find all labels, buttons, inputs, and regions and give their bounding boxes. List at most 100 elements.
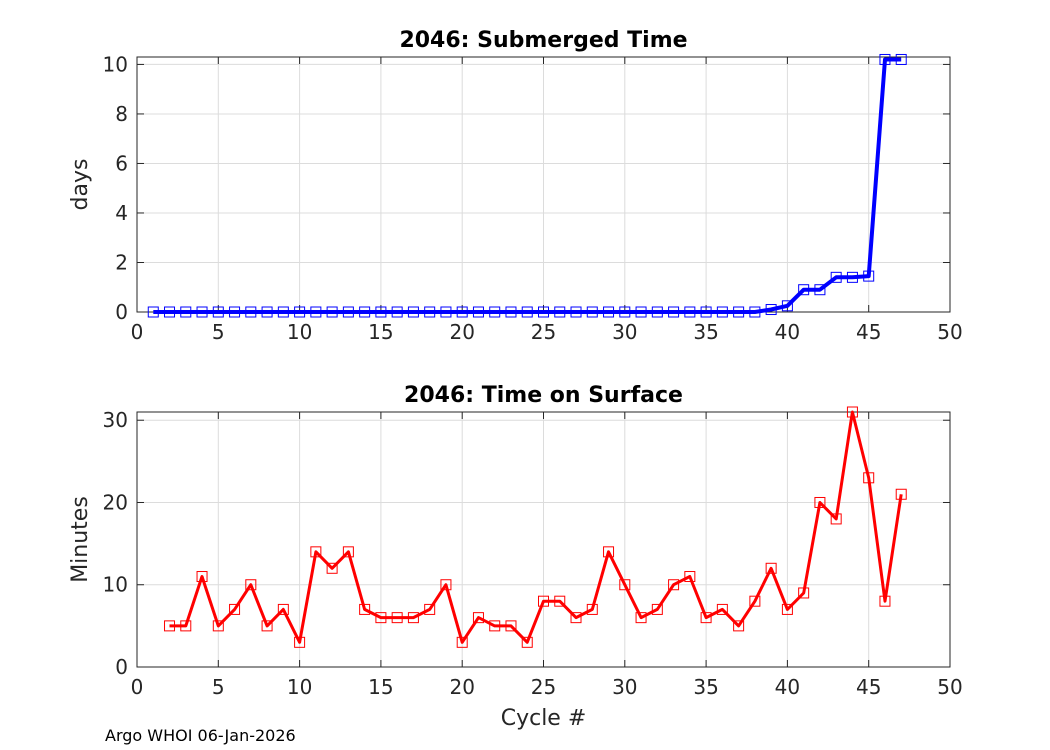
data-point-marker	[814, 284, 826, 296]
data-point-marker	[180, 620, 192, 632]
data-point-marker	[456, 636, 468, 648]
x-tick-label: 5	[212, 320, 225, 344]
x-tick-label: 30	[612, 320, 637, 344]
data-point-marker	[538, 306, 549, 318]
data-point-marker	[147, 306, 159, 318]
y-tick-label: 20	[103, 490, 128, 514]
data-point-marker	[261, 306, 273, 318]
chart-title: 2046: Time on Surface	[404, 383, 683, 408]
chart-title: 2046: Submerged Time	[399, 28, 687, 53]
y-axis-label: days	[68, 159, 93, 211]
data-point-marker	[603, 306, 615, 318]
footer-text: Argo WHOI 06-Jan-2026	[105, 726, 296, 745]
data-point-marker	[846, 271, 858, 283]
data-point-marker	[521, 636, 533, 648]
data-point-marker	[342, 546, 354, 558]
time-on-surface-plot: 0 5 10 15 20 25 30 35 40 45 50 0 10 20 30 2046: Time on…	[68, 383, 963, 731]
x-tick-label: 20	[449, 320, 474, 344]
x-tick-label: 15	[368, 675, 393, 699]
data-point-marker	[716, 306, 728, 318]
data-point-marker	[310, 306, 322, 318]
data-point-marker	[781, 300, 793, 312]
data-point-marker	[277, 603, 289, 615]
data-point-marker	[229, 306, 241, 318]
data-point-marker	[407, 612, 419, 624]
data-point-marker	[505, 620, 517, 632]
x-tick-label: 0	[131, 675, 144, 699]
x-tick-label: 25	[531, 320, 556, 344]
data-point-marker	[310, 546, 322, 558]
y-tick-label: 10	[103, 52, 128, 76]
data-point-marker	[212, 306, 224, 318]
data-point-marker	[879, 53, 891, 65]
x-tick-label: 10	[287, 675, 312, 699]
data-point-marker	[700, 612, 712, 624]
data-point-marker	[668, 579, 680, 591]
x-tick-label: 30	[612, 675, 637, 699]
data-point-marker	[863, 472, 875, 484]
y-tick-label: 0	[115, 655, 128, 679]
data-point-marker	[879, 595, 891, 607]
data-point-marker	[359, 306, 371, 318]
data-point-marker	[749, 306, 761, 318]
data-point-marker	[700, 306, 712, 318]
y-tick-label: 2	[115, 250, 128, 274]
data-point-marker	[456, 306, 468, 318]
data-point-marker	[180, 306, 192, 318]
data-point-marker	[863, 270, 875, 282]
data-point-marker	[440, 579, 452, 591]
data-point-marker	[603, 546, 615, 558]
data-point-marker	[798, 587, 810, 599]
data-point-marker	[814, 496, 826, 508]
data-point-marker	[489, 620, 501, 632]
data-point-marker	[521, 306, 533, 318]
data-point-marker	[668, 306, 680, 318]
data-point-marker	[212, 620, 224, 632]
data-point-marker	[424, 306, 436, 318]
data-point-marker	[375, 612, 387, 624]
y-tick-label: 6	[115, 151, 128, 175]
data-point-marker	[651, 603, 663, 615]
data-point-marker	[196, 571, 208, 583]
x-tick-label: 40	[775, 675, 800, 699]
data-point-marker	[375, 306, 387, 318]
data-point-marker	[472, 306, 484, 318]
data-point-marker	[733, 306, 745, 318]
x-tick-label: 5	[212, 675, 225, 699]
data-point-marker	[684, 571, 696, 583]
data-point-marker	[245, 306, 257, 318]
data-point-marker	[277, 306, 289, 318]
x-tick-label: 0	[131, 320, 144, 344]
data-point-marker	[830, 271, 842, 283]
data-point-marker	[749, 595, 761, 607]
data-point-marker	[586, 603, 598, 615]
data-point-marker	[619, 579, 631, 591]
data-point-marker	[733, 620, 745, 632]
data-point-marker	[342, 306, 354, 318]
data-point-marker	[229, 603, 241, 615]
data-point-marker	[570, 306, 582, 318]
x-tick-label: 40	[775, 320, 800, 344]
data-point-marker	[196, 306, 208, 318]
data-point-marker	[391, 612, 403, 624]
y-tick-label: 8	[115, 102, 128, 126]
data-point-marker	[424, 603, 436, 615]
data-point-marker	[570, 612, 582, 624]
data-point-marker	[716, 603, 728, 615]
y-tick-label: 0	[115, 300, 128, 324]
data-point-marker	[635, 612, 647, 624]
data-point-marker	[164, 306, 176, 318]
data-point-marker	[830, 513, 842, 525]
data-point-marker	[440, 306, 452, 318]
x-tick-label: 35	[693, 675, 718, 699]
x-tick-label: 10	[287, 320, 312, 344]
data-point-marker	[798, 284, 810, 296]
data-point-marker	[326, 306, 338, 318]
data-point-marker	[538, 595, 549, 607]
y-tick-label: 4	[115, 201, 128, 225]
data-point-marker	[261, 620, 273, 632]
data-point-marker	[586, 306, 598, 318]
data-point-marker	[472, 612, 484, 624]
y-tick-label: 10	[103, 573, 128, 597]
data-point-marker	[765, 304, 777, 316]
